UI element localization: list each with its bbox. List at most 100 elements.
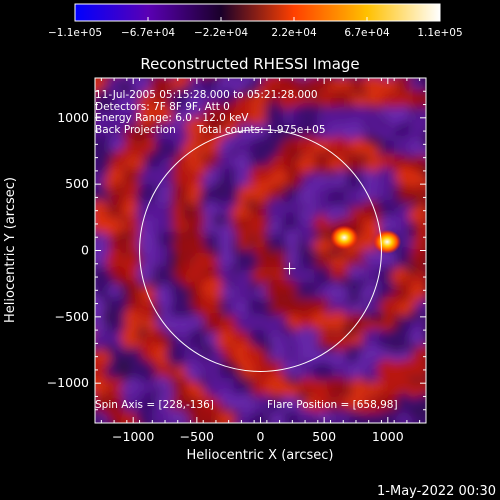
fringe-blob: [119, 326, 141, 352]
fringe-blob: [345, 311, 366, 331]
fringe-blob: [265, 122, 285, 143]
fringe-blob: [297, 251, 317, 272]
fringe-blob: [408, 282, 426, 303]
fringe-blob: [267, 313, 287, 333]
fringe-blob: [343, 186, 367, 208]
fringe-blob: [410, 344, 426, 364]
fringe-blob: [106, 407, 127, 423]
fringe-blob: [109, 198, 127, 220]
fringe-blob: [124, 347, 144, 366]
y-tick-label: 1000: [57, 110, 89, 125]
fringe-blob: [249, 215, 268, 240]
fringe-blob: [186, 181, 203, 208]
fringe-blob: [293, 103, 319, 125]
fringe-blob: [248, 135, 270, 157]
fringe-blob: [394, 329, 414, 349]
fringe-blob: [218, 119, 239, 141]
colorbar-tick-label: −1.1e+05: [48, 27, 102, 39]
fringe-blob: [233, 103, 255, 126]
colorbar-tick-label: 2.2e+04: [271, 27, 317, 39]
fringe-blob: [218, 264, 235, 285]
fringe-blob: [236, 184, 254, 206]
fringe-blob: [155, 375, 175, 397]
fringe-blob: [184, 362, 204, 383]
fringe-blob: [284, 228, 301, 254]
fringe-blob: [171, 168, 192, 189]
fringe-blob: [392, 55, 422, 78]
x-tick-label: −500: [180, 429, 214, 444]
fringe-blob: [311, 360, 335, 381]
fringe-blob: [235, 312, 257, 335]
chart-title: Reconstructed RHESSI Image: [140, 55, 359, 73]
fringe-blob: [395, 246, 412, 270]
fringe-blob: [375, 166, 401, 190]
fringe-blob: [156, 183, 175, 209]
fringe-blob: [350, 93, 370, 108]
fringe-blob: [389, 359, 416, 381]
fringe-blob: [359, 107, 386, 125]
fringe-blob: [362, 78, 388, 79]
fringe-blob: [189, 327, 209, 350]
fringe-blob: [71, 131, 97, 158]
fringe-blob: [95, 395, 109, 415]
fringe-blob: [201, 409, 221, 423]
fringe-blob: [329, 87, 353, 111]
fringe-blob: [237, 227, 252, 256]
fringe-blob: [280, 361, 306, 379]
fringe-blob: [244, 345, 269, 368]
fringe-blob: [154, 244, 170, 271]
fringe-blob: [251, 265, 271, 285]
footer-date: 1-May-2022 00:30: [377, 484, 496, 499]
fringe-blob: [202, 395, 224, 415]
fringe-blob: [230, 78, 254, 93]
fringe-blob: [106, 78, 124, 94]
fringe-blob: [248, 410, 268, 423]
fringe-blob: [328, 106, 355, 126]
y-tick-label: −500: [55, 309, 89, 324]
fringe-blob: [260, 78, 287, 93]
fringe-pattern: [71, 55, 426, 423]
fringe-blob: [111, 264, 127, 288]
fringe-blob: [295, 283, 316, 302]
fringe-blob: [95, 155, 112, 175]
fringe-blob: [297, 184, 319, 207]
fringe-blob: [95, 311, 108, 336]
fringe-blob: [265, 197, 289, 222]
fringe-blob: [95, 281, 96, 308]
fringe-blob: [170, 201, 188, 221]
colorbar-ticks: −1.1e+05 −6.7e+04 −2.2e+04 2.2e+04 6.7e+04 1.…: [48, 17, 463, 39]
fringe-blob: [409, 329, 426, 348]
fringe-blob: [200, 102, 224, 127]
fringe-blob: [246, 296, 269, 319]
fringe-blob: [378, 377, 398, 400]
fringe-blob: [267, 169, 290, 193]
fringe-blob: [74, 343, 97, 370]
fringe-blob: [326, 156, 351, 172]
fringe-blob: [327, 410, 356, 423]
fringe-blob: [361, 141, 381, 158]
fringe-blob: [121, 198, 141, 221]
fringe-blob: [348, 331, 367, 348]
y-axis-ticks: −1000 −500 0 500 1000: [47, 90, 426, 411]
fringe-blob: [155, 138, 177, 159]
x-axis-ticks: −1000 −500 0 500 1000: [100, 78, 421, 444]
fringe-blob: [255, 246, 272, 270]
image-area: [71, 55, 426, 423]
fringe-blob: [326, 375, 351, 396]
fringe-blob: [297, 408, 319, 423]
fringe-blob: [201, 166, 221, 192]
fringe-blob: [296, 152, 319, 174]
colorbar: [74, 3, 441, 22]
fringe-blob: [73, 217, 92, 238]
fringe-blob: [286, 171, 305, 189]
fringe-blob: [395, 212, 411, 239]
y-tick-label: 0: [81, 243, 89, 258]
fringe-blob: [312, 235, 335, 255]
counts-annotation: Total counts: 1.975e+05: [196, 124, 326, 136]
time-range-annotation: 11-Jul-2005 05:15:28.000 to 05:21:28.000: [95, 89, 318, 101]
x-tick-label: 1000: [372, 429, 404, 444]
fringe-blob: [314, 122, 333, 141]
fringe-blob: [201, 359, 224, 381]
fringe-blob: [279, 88, 304, 112]
